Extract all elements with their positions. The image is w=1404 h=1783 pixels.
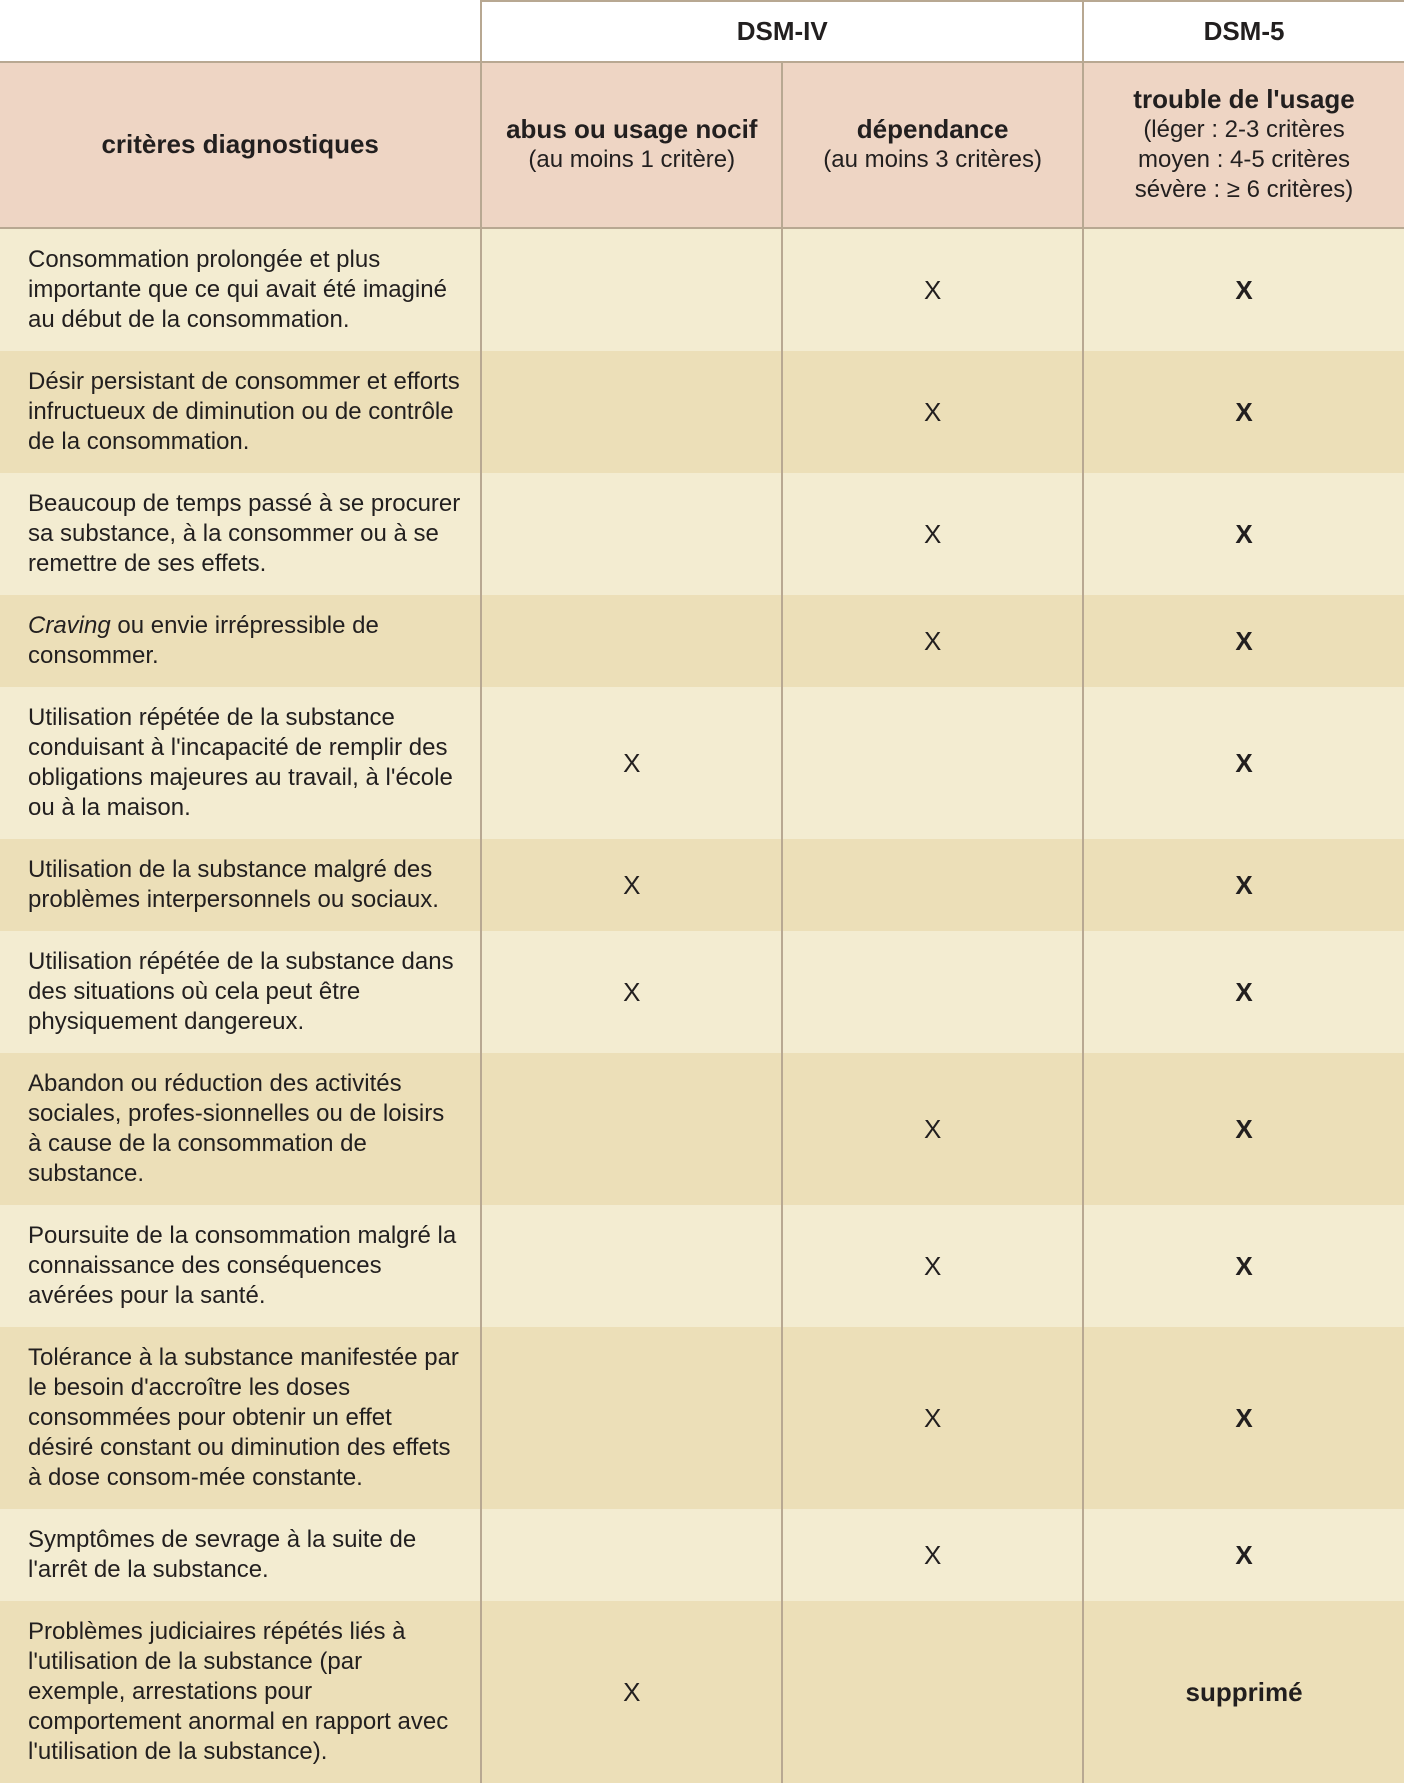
header-col-abus: abus ou usage nocif (au moins 1 critère) xyxy=(481,62,782,228)
table-row: Désir persistant de consommer et efforts… xyxy=(0,351,1404,473)
dependance-cell: X xyxy=(782,1509,1083,1601)
dsm5-cell: X xyxy=(1083,1205,1404,1327)
table-row: Abandon ou réduction des activités socia… xyxy=(0,1053,1404,1205)
dependance-cell xyxy=(782,1601,1083,1783)
header-col-dependance: dépendance (au moins 3 critères) xyxy=(782,62,1083,228)
header-group-dsm4: DSM-IV xyxy=(481,1,1083,62)
header-col-dependance-sub: (au moins 3 critères) xyxy=(801,145,1064,175)
abus-cell xyxy=(481,228,782,351)
abus-cell xyxy=(481,473,782,595)
table-row: Poursuite de la consommation malgré la c… xyxy=(0,1205,1404,1327)
dsm5-cell: X xyxy=(1083,931,1404,1053)
table-row: Beaucoup de temps passé à se procurer sa… xyxy=(0,473,1404,595)
criteria-cell: Symptômes de sevrage à la suite de l'arr… xyxy=(0,1509,481,1601)
header-col-criteria-title: critères diagnostiques xyxy=(101,129,378,159)
dependance-cell: X xyxy=(782,1205,1083,1327)
dependance-cell xyxy=(782,687,1083,839)
header-blank xyxy=(0,1,481,62)
table-row: Problèmes judiciaires répétés liés à l'u… xyxy=(0,1601,1404,1783)
header-col-dsm5: trouble de l'usage (léger : 2-3 critères… xyxy=(1083,62,1404,228)
abus-cell xyxy=(481,595,782,687)
criteria-cell: Tolérance à la substance manifestée par … xyxy=(0,1327,481,1509)
abus-cell: X xyxy=(481,1601,782,1783)
abus-cell: X xyxy=(481,687,782,839)
table-row: Tolérance à la substance manifestée par … xyxy=(0,1327,1404,1509)
criteria-cell: Beaucoup de temps passé à se procurer sa… xyxy=(0,473,481,595)
table-row: Utilisation répétée de la substance dans… xyxy=(0,931,1404,1053)
table-row: Consommation prolongée et plus important… xyxy=(0,228,1404,351)
dependance-cell: X xyxy=(782,228,1083,351)
dsm5-cell: X xyxy=(1083,1053,1404,1205)
criteria-cell: Désir persistant de consommer et efforts… xyxy=(0,351,481,473)
header-columns-row: critères diagnostiques abus ou usage noc… xyxy=(0,62,1404,228)
criteria-cell: Problèmes judiciaires répétés liés à l'u… xyxy=(0,1601,481,1783)
abus-cell: X xyxy=(481,931,782,1053)
table-body: Consommation prolongée et plus important… xyxy=(0,228,1404,1783)
table-row: Craving ou envie irrépressible de consom… xyxy=(0,595,1404,687)
header-col-dsm5-title: trouble de l'usage xyxy=(1102,85,1386,115)
dependance-cell xyxy=(782,839,1083,931)
dsm5-cell: X xyxy=(1083,228,1404,351)
dependance-cell: X xyxy=(782,595,1083,687)
abus-cell xyxy=(481,1053,782,1205)
header-col-dependance-title: dépendance xyxy=(801,115,1064,145)
criteria-cell: Utilisation répétée de la substance cond… xyxy=(0,687,481,839)
header-group-dsm5: DSM-5 xyxy=(1083,1,1404,62)
header-group-row: DSM-IV DSM-5 xyxy=(0,1,1404,62)
dsm5-cell: X xyxy=(1083,687,1404,839)
criteria-cell: Abandon ou réduction des activités socia… xyxy=(0,1053,481,1205)
dependance-cell: X xyxy=(782,1327,1083,1509)
criteria-cell: Consommation prolongée et plus important… xyxy=(0,228,481,351)
abus-cell: X xyxy=(481,839,782,931)
table-row: Utilisation répétée de la substance cond… xyxy=(0,687,1404,839)
dsm5-cell: X xyxy=(1083,1327,1404,1509)
dsm-criteria-table-container: DSM-IV DSM-5 critères diagnostiques abus… xyxy=(0,0,1404,1783)
dependance-cell: X xyxy=(782,351,1083,473)
dsm5-cell: X xyxy=(1083,473,1404,595)
dependance-cell: X xyxy=(782,1053,1083,1205)
criteria-cell: Poursuite de la consommation malgré la c… xyxy=(0,1205,481,1327)
dependance-cell xyxy=(782,931,1083,1053)
abus-cell xyxy=(481,1205,782,1327)
abus-cell xyxy=(481,351,782,473)
abus-cell xyxy=(481,1509,782,1601)
table-row: Symptômes de sevrage à la suite de l'arr… xyxy=(0,1509,1404,1601)
criteria-cell: Utilisation répétée de la substance dans… xyxy=(0,931,481,1053)
dsm5-cell: X xyxy=(1083,839,1404,931)
dependance-cell: X xyxy=(782,473,1083,595)
abus-cell xyxy=(481,1327,782,1509)
header-col-abus-sub: (au moins 1 critère) xyxy=(500,145,763,175)
header-col-dsm5-sub: (léger : 2-3 critèresmoyen : 4-5 critère… xyxy=(1102,115,1386,205)
header-col-criteria: critères diagnostiques xyxy=(0,62,481,228)
criteria-cell: Utilisation de la substance malgré des p… xyxy=(0,839,481,931)
dsm5-cell: supprimé xyxy=(1083,1601,1404,1783)
dsm5-cell: X xyxy=(1083,351,1404,473)
dsm-criteria-table: DSM-IV DSM-5 critères diagnostiques abus… xyxy=(0,0,1404,1783)
table-header: DSM-IV DSM-5 critères diagnostiques abus… xyxy=(0,1,1404,228)
dsm5-cell: X xyxy=(1083,595,1404,687)
table-row: Utilisation de la substance malgré des p… xyxy=(0,839,1404,931)
header-col-abus-title: abus ou usage nocif xyxy=(500,115,763,145)
criteria-cell: Craving ou envie irrépressible de consom… xyxy=(0,595,481,687)
dsm5-cell: X xyxy=(1083,1509,1404,1601)
